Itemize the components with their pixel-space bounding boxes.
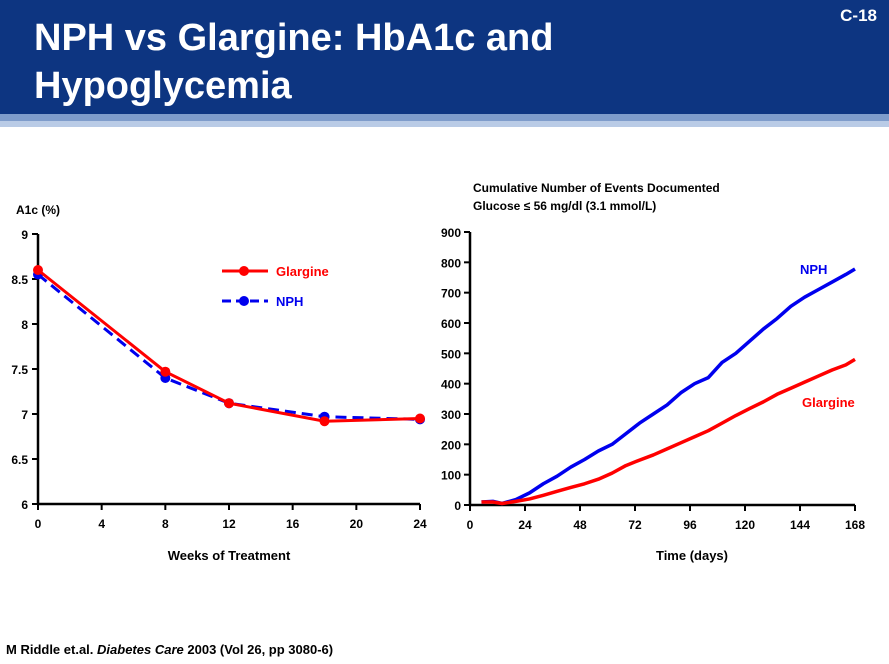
a1c-x-tick-label: 12	[222, 517, 236, 531]
events-chart-title-line2: Glucose ≤ 56 mg/dl (3.1 mmol/L)	[473, 199, 656, 213]
a1c-y-tick-label: 6	[21, 498, 28, 512]
a1c-x-tick-label: 0	[35, 517, 42, 531]
legend-label-glargine: Glargine	[276, 264, 329, 279]
events-y-tick-label: 800	[441, 256, 461, 270]
citation-details: 2003 (Vol 26, pp 3080-6)	[187, 642, 334, 657]
events-x-tick-label: 144	[790, 518, 810, 532]
a1c-y-tick-label: 8.5	[11, 273, 28, 287]
events-chart-title-line1: Cumulative Number of Events Documented	[473, 181, 720, 195]
events-x-tick-label: 72	[628, 518, 642, 532]
events-y-tick-label: 400	[441, 378, 461, 392]
a1c-x-axis-label: Weeks of Treatment	[168, 548, 291, 563]
header-stripe	[0, 114, 889, 121]
a1c-point-glargine	[224, 398, 234, 409]
slide-title-line1: NPH vs Glargine: HbA1c and	[34, 17, 554, 59]
citation-authors: M Riddle et.al.	[6, 642, 94, 657]
events-x-tick-label: 24	[518, 518, 532, 532]
slide-title-line2: Hypoglycemia	[34, 65, 292, 107]
citation: M Riddle et.al. Diabetes Care 2003 (Vol …	[6, 642, 333, 657]
events-line-nph	[481, 267, 856, 506]
a1c-x-tick-label: 4	[98, 517, 105, 531]
citation-journal: Diabetes Care	[97, 642, 184, 657]
events-series-label-glargine: Glargine	[802, 395, 855, 410]
a1c-y-tick-label: 9	[21, 228, 28, 242]
events-x-axis-label: Time (days)	[656, 548, 728, 563]
events-y-tick-label: 500	[441, 347, 461, 361]
legend-marker-glargine	[239, 266, 249, 276]
events-x-tick-label: 48	[573, 518, 587, 532]
a1c-point-glargine	[319, 416, 330, 427]
a1c-point-glargine	[33, 265, 43, 275]
legend-marker-nph	[239, 296, 249, 306]
a1c-line-nph	[37, 273, 421, 421]
events-x-tick-label: 120	[735, 518, 755, 532]
a1c-x-tick-label: 20	[350, 517, 364, 531]
events-x-tick-label: 0	[467, 518, 474, 532]
a1c-y-axis-label: A1c (%)	[16, 203, 60, 217]
header-stripe-light	[0, 121, 889, 127]
events-y-tick-label: 600	[441, 317, 461, 331]
a1c-x-tick-label: 16	[286, 517, 300, 531]
a1c-point-glargine	[415, 413, 425, 424]
events-y-tick-label: 900	[441, 226, 461, 240]
a1c-y-tick-label: 6.5	[11, 453, 28, 467]
legend-label-nph: NPH	[276, 294, 303, 309]
slide-number: C-18	[840, 6, 877, 25]
a1c-point-glargine	[160, 366, 171, 377]
events-y-tick-label: 100	[441, 469, 461, 483]
a1c-x-tick-label: 8	[162, 517, 169, 531]
events-y-tick-label: 200	[441, 438, 461, 452]
events-y-tick-label: 0	[454, 499, 461, 513]
a1c-y-tick-label: 7	[21, 408, 28, 422]
a1c-y-tick-label: 8	[21, 318, 28, 332]
events-series-label-nph: NPH	[800, 262, 827, 277]
slide-header	[0, 0, 889, 114]
a1c-x-tick-label: 24	[413, 517, 427, 531]
events-line-glargine	[481, 357, 856, 506]
events-y-tick-label: 700	[441, 287, 461, 301]
events-x-tick-label: 96	[683, 518, 697, 532]
events-x-tick-label: 168	[845, 518, 865, 532]
events-y-tick-label: 300	[441, 408, 461, 422]
slide-title: NPH vs Glargine: HbA1c and Hypoglycemia	[34, 14, 754, 110]
a1c-y-tick-label: 7.5	[11, 363, 28, 377]
